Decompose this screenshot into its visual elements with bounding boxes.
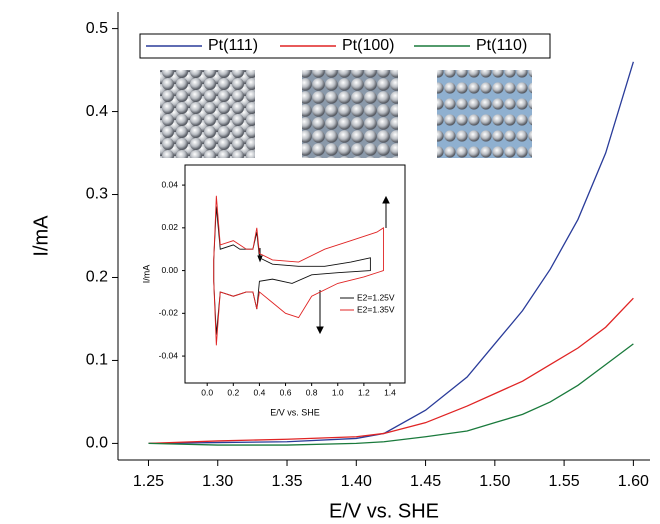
x-axis-label: E/V vs. SHE <box>270 407 320 417</box>
crystal-image <box>160 70 255 158</box>
x-tick-label: 1.2 <box>358 387 370 397</box>
y-tick-label: 0.2 <box>86 269 108 286</box>
y-tick-label: 0.00 <box>161 265 178 275</box>
legend-label: E2=1.25V <box>357 292 395 302</box>
y-tick-label: -0.04 <box>159 350 179 360</box>
x-tick-label: 0.2 <box>227 387 239 397</box>
series-line <box>148 343 634 446</box>
y-tick-label: 0.02 <box>161 222 178 232</box>
x-tick-label: 1.50 <box>479 473 510 490</box>
legend-label: Pt(110) <box>476 37 527 54</box>
x-tick-label: 1.30 <box>202 473 233 490</box>
legend-label: Pt(111) <box>208 37 258 54</box>
y-tick-label: 0.04 <box>161 179 178 189</box>
legend-label: Pt(100) <box>342 37 394 54</box>
x-tick-label: 0.4 <box>254 387 266 397</box>
y-axis-label: I/mA <box>141 265 151 284</box>
x-tick-label: 1.25 <box>133 473 164 490</box>
y-axis-label: I/mA <box>30 215 52 257</box>
series-line <box>148 61 635 445</box>
legend-box <box>139 33 551 59</box>
x-tick-label: 1.55 <box>549 473 580 490</box>
y-tick-label: 0.4 <box>86 103 108 120</box>
series-line <box>213 195 384 346</box>
x-tick-label: 0.8 <box>306 387 318 397</box>
y-tick-label: -0.02 <box>159 308 179 318</box>
x-tick-label: 1.60 <box>618 473 649 490</box>
legend-label: E2=1.35V <box>357 304 395 314</box>
crystal-image <box>437 70 532 158</box>
y-tick-label: 0.3 <box>86 186 108 203</box>
inset-frame <box>184 164 406 384</box>
crystal-image <box>302 70 398 158</box>
y-tick-label: 0.5 <box>86 20 108 37</box>
x-tick-label: 0.0 <box>201 387 213 397</box>
x-tick-label: 0.6 <box>280 387 292 397</box>
x-axis-label: E/V vs. SHE <box>329 500 439 522</box>
y-tick-label: 0.0 <box>86 435 108 452</box>
series-line <box>148 297 634 445</box>
x-tick-label: 1.4 <box>384 387 396 397</box>
x-tick-label: 1.35 <box>271 473 302 490</box>
y-tick-label: 0.1 <box>86 352 108 369</box>
x-tick-label: 1.40 <box>341 473 372 490</box>
x-tick-label: 1.45 <box>410 473 441 490</box>
x-tick-label: 1.0 <box>332 387 344 397</box>
